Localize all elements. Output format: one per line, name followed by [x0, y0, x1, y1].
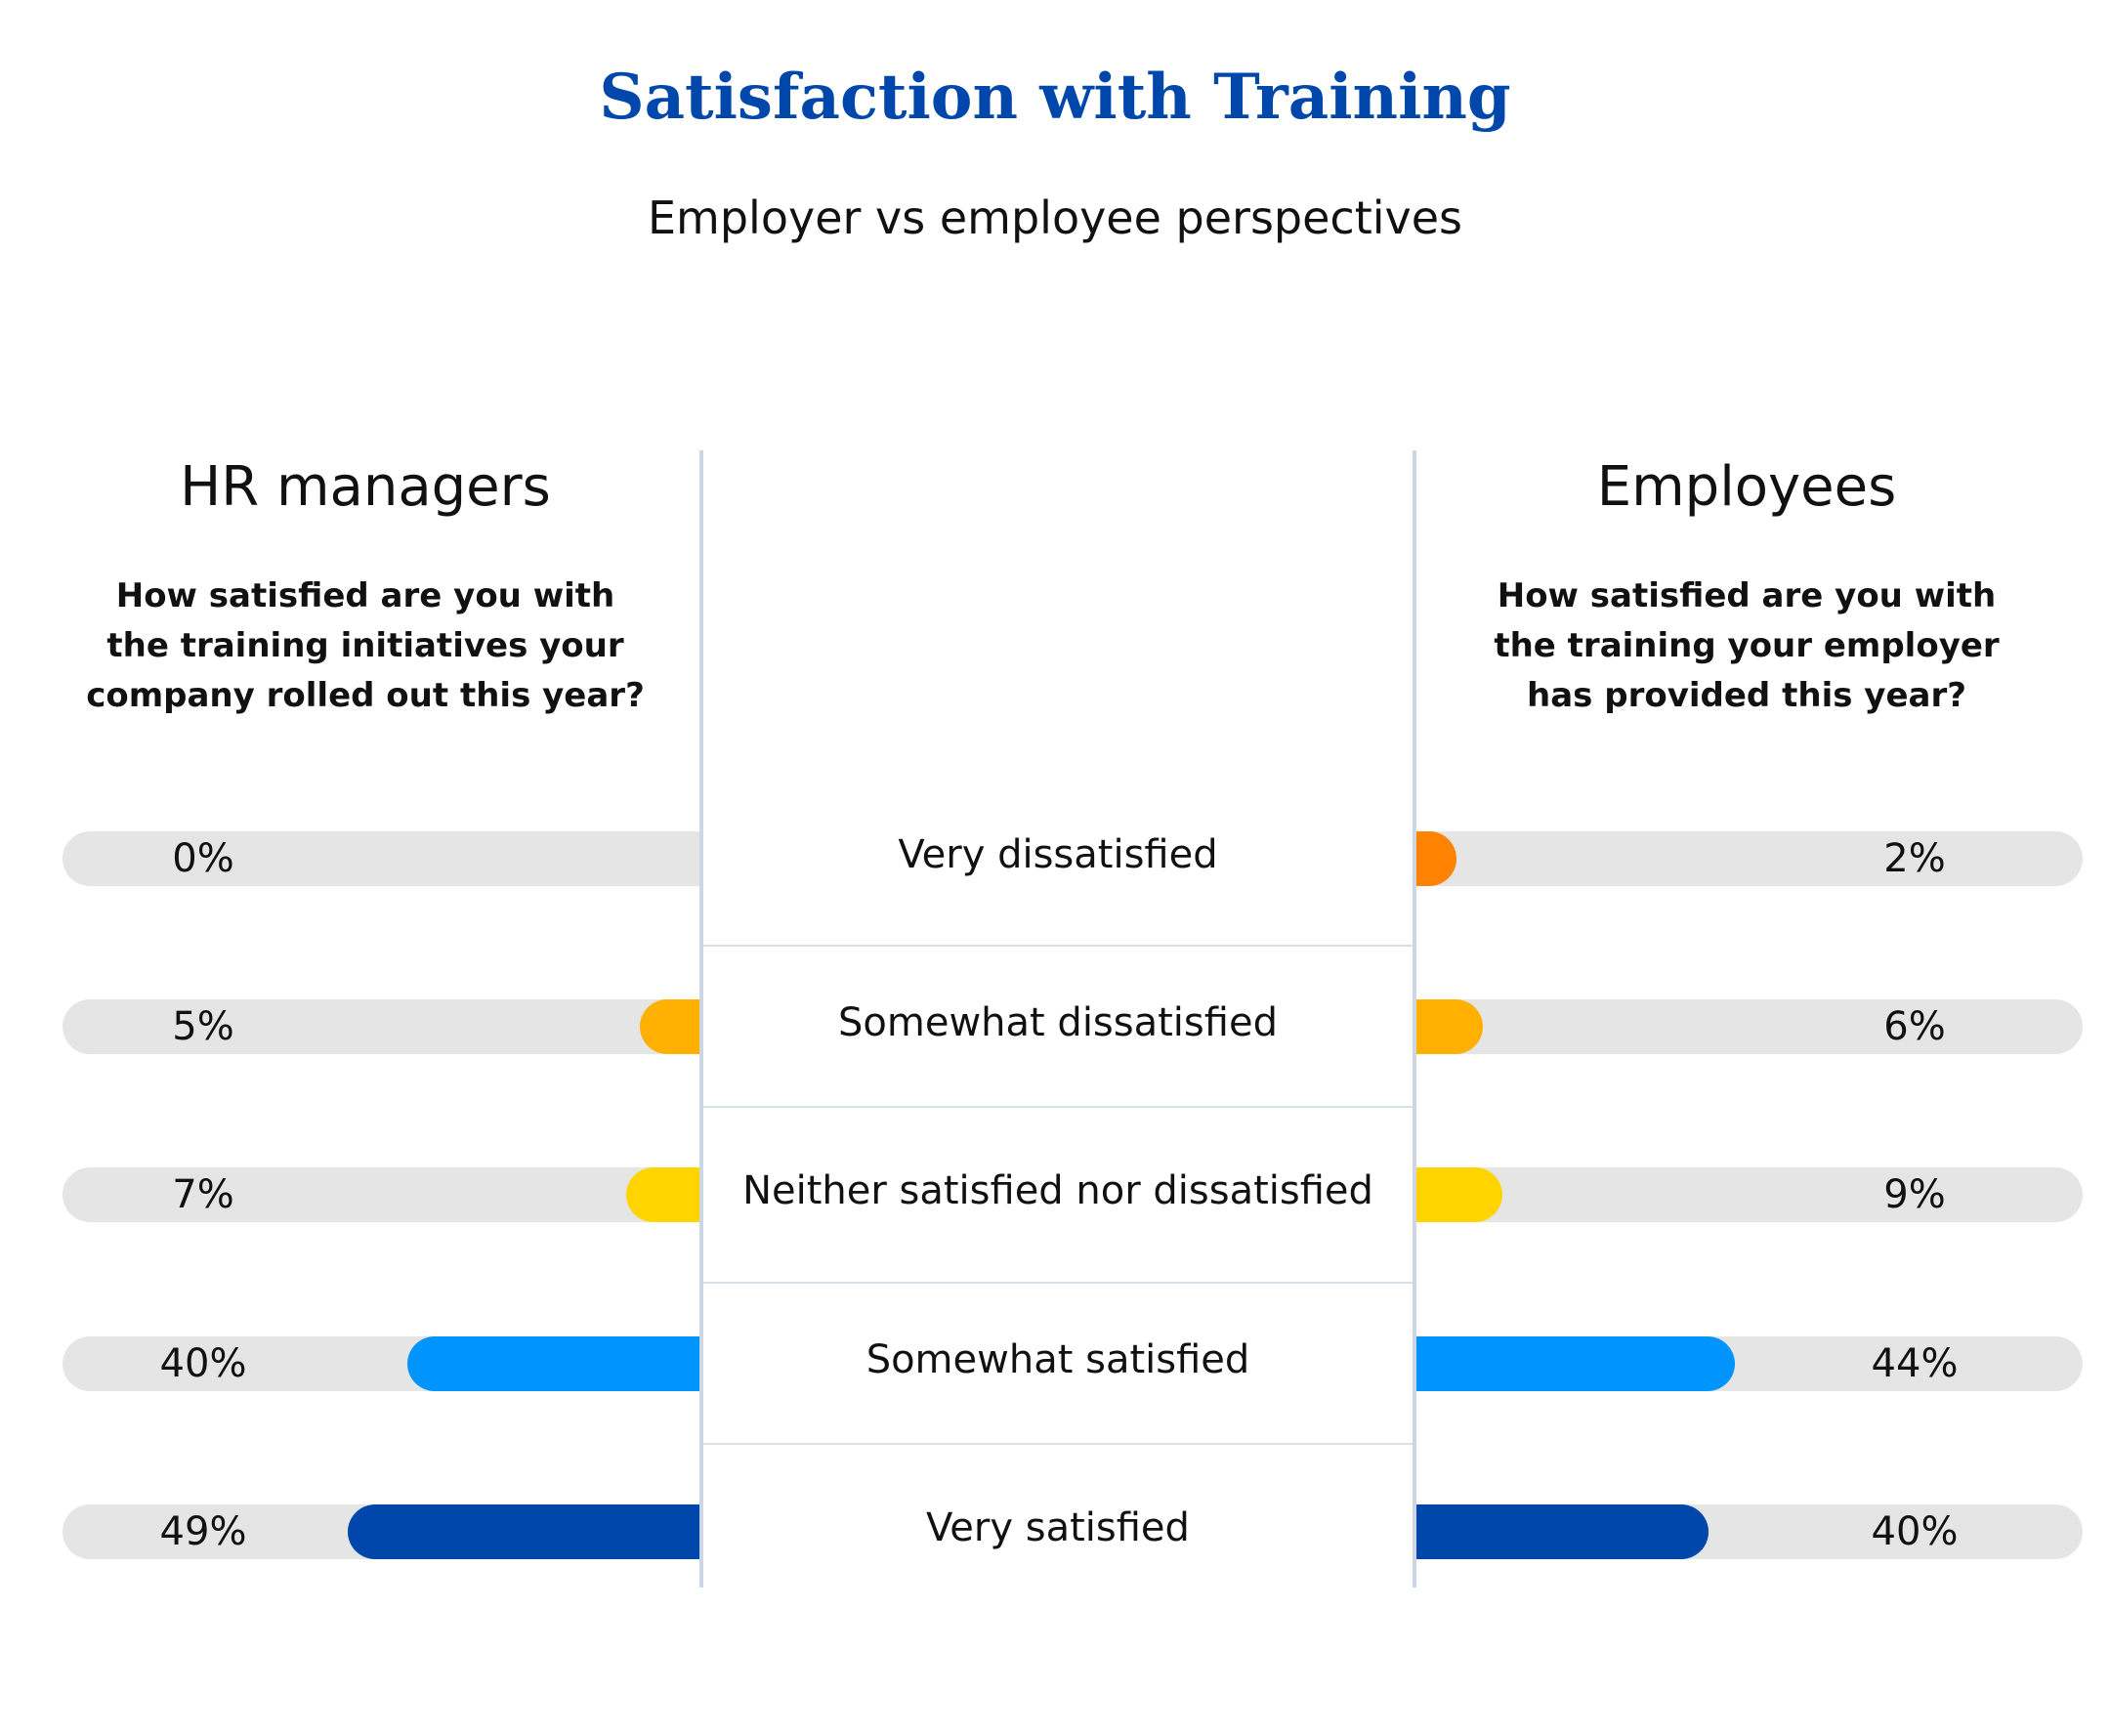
employees-value-label: 40%: [1871, 1509, 1959, 1554]
category-label: Somewhat dissatisfied: [838, 1000, 1278, 1045]
employees-heading: Employees: [1596, 455, 1897, 519]
category-label: Very satisfied: [926, 1505, 1190, 1550]
question-line: the training initiatives your: [106, 626, 624, 665]
chart-subtitle: Employer vs employee perspectives: [647, 191, 1463, 244]
chart-title: Satisfaction with Training: [599, 61, 1511, 134]
employees-bar: [1416, 1167, 1503, 1222]
employees-value-label: 44%: [1871, 1341, 1959, 1386]
employees-value-label: 6%: [1883, 1004, 1946, 1049]
question-line: How satisfied are you with: [115, 576, 615, 615]
employees-track: [1416, 1167, 2083, 1222]
hr-bar: [347, 1504, 699, 1559]
hr-managers-heading: HR managers: [180, 455, 551, 519]
row-separator: [703, 1106, 1413, 1108]
hr-track: [63, 999, 699, 1054]
hr-track: [63, 831, 699, 886]
hr-managers-question: How satisfied are you with the training …: [53, 572, 678, 721]
hr-value-label: 49%: [159, 1509, 247, 1554]
employees-bar: [1416, 1504, 1709, 1559]
question-line: How satisfied are you with: [1497, 576, 1997, 615]
row-separator: [703, 1282, 1413, 1284]
category-label: Neither satisfied nor dissatisfied: [742, 1168, 1373, 1213]
question-line: has provided this year?: [1527, 676, 1966, 715]
employees-track: [1416, 831, 2083, 886]
employees-value-label: 2%: [1883, 836, 1946, 881]
category-label: Somewhat satisfied: [865, 1337, 1250, 1382]
question-line: company rolled out this year?: [86, 676, 645, 715]
hr-value-label: 0%: [172, 836, 234, 881]
employees-bar: [1416, 831, 1456, 886]
hr-value-label: 40%: [159, 1341, 247, 1386]
hr-value-label: 5%: [172, 1004, 234, 1049]
row-separator: [703, 1443, 1413, 1445]
hr-track: [63, 1167, 699, 1222]
hr-bar: [407, 1336, 699, 1391]
row-separator: [703, 945, 1413, 947]
hr-value-label: 7%: [172, 1172, 234, 1217]
employees-bar: [1416, 1336, 1736, 1391]
employees-bar: [1416, 999, 1483, 1054]
category-label: Very dissatisfied: [898, 832, 1218, 877]
hr-bar: [626, 1167, 699, 1222]
left-divider: [699, 450, 703, 1588]
question-line: the training your employer: [1494, 626, 2000, 665]
employees-track: [1416, 999, 2083, 1054]
right-divider: [1413, 450, 1416, 1588]
hr-bar: [640, 999, 699, 1054]
employees-question: How satisfied are you with the training …: [1434, 572, 2059, 721]
employees-value-label: 9%: [1883, 1172, 1946, 1217]
